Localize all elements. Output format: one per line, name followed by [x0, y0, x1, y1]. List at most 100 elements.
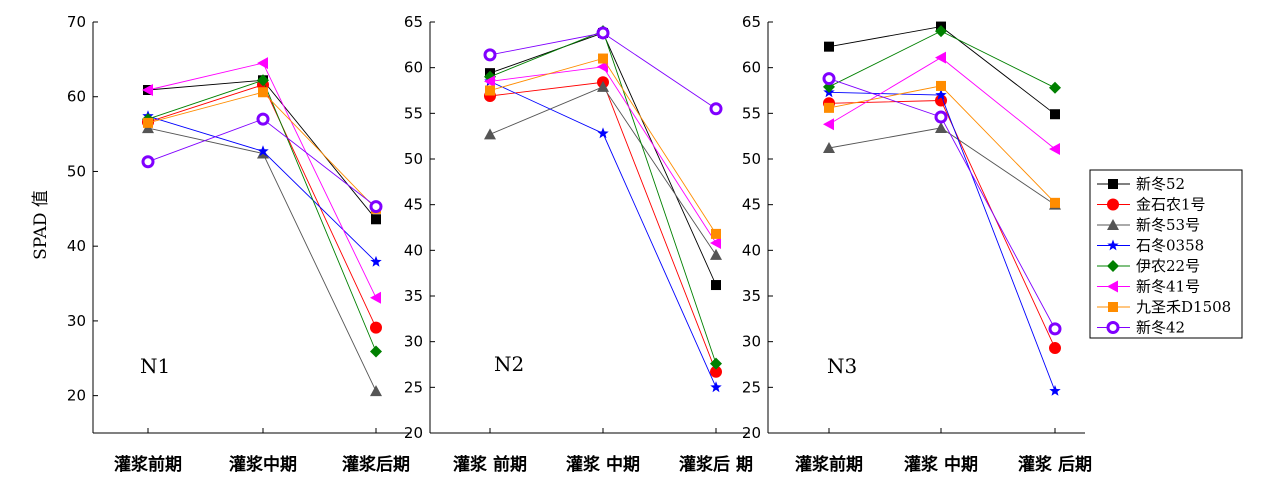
x-tick-label: 灌浆 前期: [453, 454, 527, 475]
data-point: [824, 102, 834, 113]
legend-label: 金石农1号: [1136, 196, 1206, 214]
legend-marker: [1107, 219, 1119, 230]
data-point: [141, 155, 155, 169]
data-point: [597, 127, 609, 139]
data-point: [370, 291, 381, 304]
series-6: [823, 51, 1060, 155]
data-point: [710, 248, 722, 260]
series-line: [147, 118, 377, 207]
y-tick-label: 65: [404, 13, 423, 31]
x-tick-label: 灌浆前期: [114, 454, 182, 475]
data-point: [1050, 109, 1060, 120]
series-8: [141, 112, 383, 214]
y-tick-label: 25: [742, 378, 761, 396]
data-point: [597, 60, 608, 73]
series-8: [822, 72, 1062, 336]
y-tick-label: 50: [742, 150, 761, 168]
data-point: [824, 41, 834, 52]
x-tick-label: 灌浆 后期: [1018, 454, 1092, 475]
series-4: [142, 110, 382, 267]
data-point: [709, 102, 723, 116]
legend-marker: [1107, 260, 1119, 272]
data-point: [1049, 385, 1061, 396]
data-point: [257, 145, 269, 157]
series-8: [483, 26, 723, 116]
y-tick-label: 30: [404, 333, 423, 351]
data-point: [1049, 81, 1061, 94]
y-tick-label: 70: [67, 13, 86, 31]
x-tick-label: 灌浆后 期: [679, 454, 753, 475]
legend-label: 石冬0358: [1136, 237, 1204, 255]
legend-label: 新冬41号: [1136, 278, 1200, 296]
series-line: [489, 32, 717, 286]
series-4: [484, 75, 722, 393]
data-point: [823, 118, 834, 131]
panel-N3: 20 25 30 35 40 45 50 55 60 65 灌浆前期 灌浆 中期 灌浆 后期 N3: [742, 13, 1092, 475]
panel-N2: 20 25 30 35 40 45 50 55 60 65 灌浆 前期 灌浆 中期 灌浆后 期 N2: [404, 13, 753, 475]
data-point: [143, 117, 153, 128]
panel-label: N1: [140, 354, 170, 378]
series-line: [489, 86, 717, 256]
series-line: [828, 100, 1056, 349]
series-line: [828, 127, 1056, 206]
series-7: [824, 80, 1060, 208]
data-point: [710, 237, 721, 250]
data-point: [1048, 322, 1062, 336]
legend-label: 新冬53号: [1136, 216, 1200, 234]
series-7: [485, 53, 721, 239]
x-tick-label: 灌浆 中期: [566, 454, 640, 475]
y-axis-label: SPAD 值: [31, 190, 51, 260]
series-line: [489, 66, 717, 244]
legend-marker: [1107, 280, 1118, 293]
y-tick-label: 30: [742, 333, 761, 351]
legend-marker: [1107, 239, 1119, 251]
data-point: [822, 72, 836, 86]
panel-N1: 20 30 40 50 60 70 灌浆前期 灌浆中期 灌浆后期 N1: [67, 13, 411, 475]
x-tick-label: 灌浆中期: [229, 454, 297, 475]
data-point: [935, 25, 947, 38]
legend-label: 新冬42: [1136, 319, 1185, 337]
data-point: [935, 89, 947, 100]
data-point: [935, 51, 946, 64]
y-tick-label: 20: [67, 387, 86, 405]
legend-item: 金石农1号: [1097, 196, 1206, 214]
data-point: [370, 385, 382, 397]
data-point: [483, 48, 497, 62]
data-point: [371, 214, 381, 225]
y-tick-label: 30: [67, 312, 86, 330]
data-point: [370, 255, 382, 267]
data-point: [370, 345, 382, 358]
data-point: [1050, 197, 1060, 208]
y-tick-label: 40: [742, 241, 761, 259]
series-line: [828, 91, 1056, 392]
x-tick-label: 灌浆 中期: [904, 454, 978, 475]
data-point: [935, 121, 947, 133]
y-tick-label: 35: [404, 287, 423, 305]
chart-panels: 20 30 40 50 60 70 灌浆前期 灌浆中期 灌浆后期 N1 20 25 30 35 40 45 50…: [67, 13, 1092, 475]
x-tick-label: 灌浆后期: [342, 454, 410, 475]
series-line: [489, 81, 717, 372]
legend-item: 石冬0358: [1097, 237, 1204, 255]
series-line: [147, 127, 377, 392]
series-3: [823, 121, 1061, 210]
data-point: [485, 85, 495, 96]
legend-item: 新冬42: [1097, 319, 1185, 337]
legend-marker: [1106, 321, 1120, 334]
y-tick-label: 60: [404, 59, 423, 77]
y-tick-label: 20: [742, 424, 761, 442]
y-tick-label: 35: [742, 287, 761, 305]
legend-label: 伊农22号: [1136, 257, 1200, 275]
y-tick-label: 60: [67, 88, 86, 106]
y-tick-label: 45: [404, 196, 423, 214]
data-point: [369, 200, 383, 214]
y-tick-label: 55: [742, 104, 761, 122]
data-point: [258, 87, 268, 98]
legend-marker: [1108, 179, 1118, 189]
data-point: [823, 142, 835, 154]
panel-label: N2: [494, 352, 524, 376]
y-tick-label: 55: [404, 104, 423, 122]
data-point: [484, 128, 496, 140]
y-tick-label: 50: [67, 162, 86, 180]
